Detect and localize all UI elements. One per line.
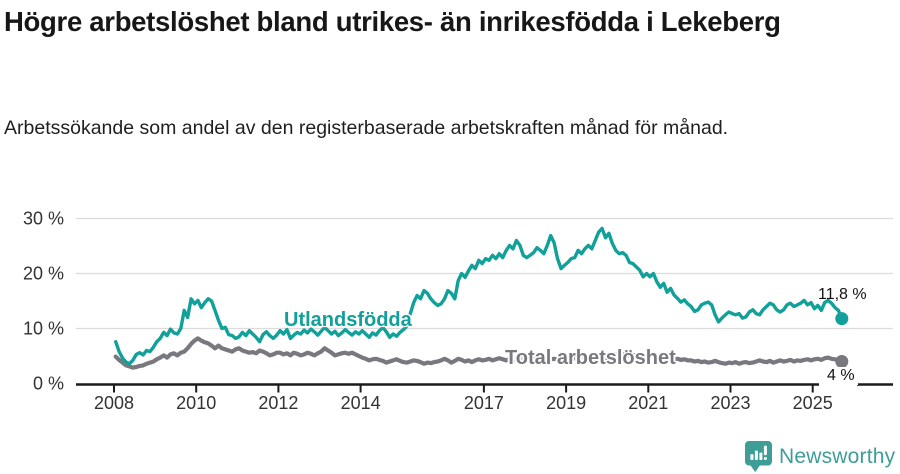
series-line-utlandsf-dda <box>113 226 844 366</box>
series-end-dot <box>835 355 849 368</box>
x-axis-tick-label: 2008 <box>94 393 134 413</box>
newsworthy-bubble-chart-icon <box>745 441 772 473</box>
series-label-utlandsfodda: Utlandsfödda <box>284 309 412 331</box>
newsworthy-brand-text: Newsworthy <box>779 445 896 468</box>
x-axis-tick-label: 2021 <box>628 393 668 413</box>
y-axis-tick-label: 10 % <box>23 319 64 339</box>
x-axis-tick-label: 2019 <box>546 393 586 413</box>
newsworthy-logo: Newsworthy <box>745 441 895 473</box>
x-axis-tick-label: 2010 <box>176 393 216 413</box>
series-label-total-arbetsloshet: Total arbetslöshet <box>505 347 676 369</box>
end-value-label-utlandsfodda: 11,8 % <box>818 286 867 303</box>
end-value-label-total: 4 % <box>824 367 858 385</box>
y-axis-tick-label: 20 % <box>23 264 64 284</box>
x-axis-tick-label: 2023 <box>710 393 750 413</box>
series-line-total-arbetsl-shet <box>113 336 844 370</box>
chart-subtitle: Arbetssökande som andel av den registerb… <box>4 117 729 139</box>
series-end-dot <box>835 312 849 326</box>
x-axis-tick-label: 2025 <box>793 393 833 413</box>
y-axis-tick-label: 30 % <box>23 209 64 229</box>
x-axis-tick-label: 2012 <box>258 393 298 413</box>
y-axis-tick-label: 0 % <box>33 374 64 394</box>
x-axis-tick-label: 2014 <box>341 393 381 413</box>
chart-title: Högre arbetslöshet bland utrikes- än inr… <box>4 6 781 37</box>
x-axis-tick-label: 2017 <box>464 393 504 413</box>
